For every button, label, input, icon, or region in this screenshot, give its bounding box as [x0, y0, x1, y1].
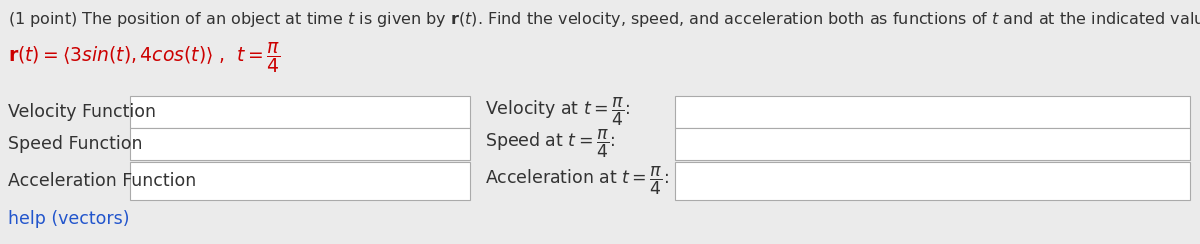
Text: help (vectors): help (vectors)	[8, 210, 130, 228]
Text: Velocity at $t = \dfrac{\pi}{4}$:: Velocity at $t = \dfrac{\pi}{4}$:	[485, 96, 630, 128]
Text: Velocity Function: Velocity Function	[8, 103, 156, 121]
Text: Speed Function: Speed Function	[8, 135, 143, 153]
Text: $\mathbf{r}(t) = \langle 3sin(t), 4cos(t)\rangle$ ,  $t = \dfrac{\pi}{4}$: $\mathbf{r}(t) = \langle 3sin(t), 4cos(t…	[8, 40, 281, 75]
Text: Acceleration Function: Acceleration Function	[8, 172, 197, 190]
Text: (1 point) The position of an object at time $t$ is given by $\mathbf{r}(t)$. Fin: (1 point) The position of an object at t…	[8, 10, 1200, 29]
Text: Acceleration at $t = \dfrac{\pi}{4}$:: Acceleration at $t = \dfrac{\pi}{4}$:	[485, 165, 668, 197]
Text: Speed at $t = \dfrac{\pi}{4}$:: Speed at $t = \dfrac{\pi}{4}$:	[485, 128, 616, 160]
